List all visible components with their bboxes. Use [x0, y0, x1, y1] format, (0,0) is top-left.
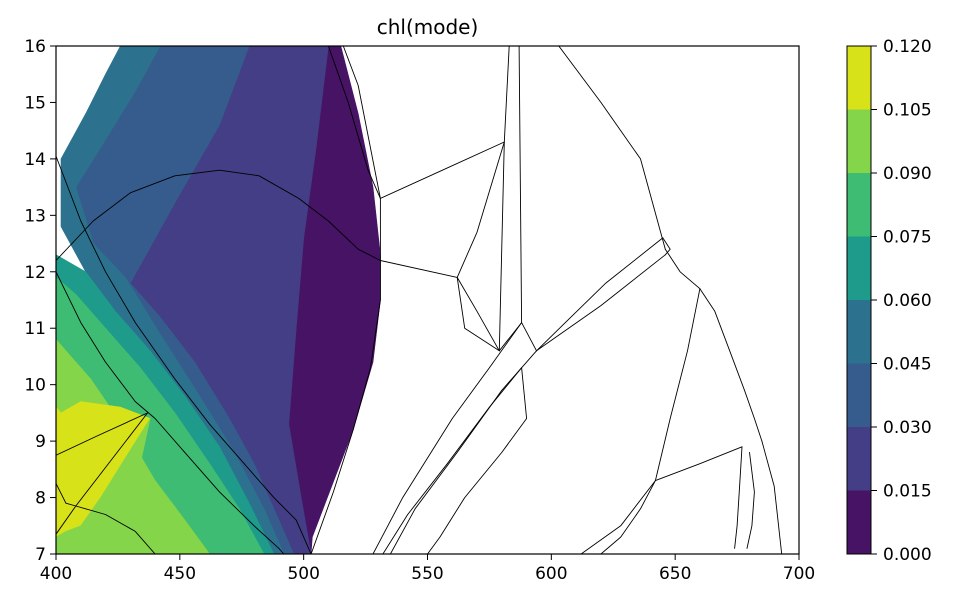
- colorbar-axis: 0.000 0.015 0.030 0.045 0.060 0.075 0.090 0.105…: [871, 37, 932, 565]
- boundary-line-18: [536, 237, 664, 352]
- colorbar-band-5: [847, 173, 871, 237]
- boundary-line-27: [580, 480, 656, 554]
- chart-title: chl(mode): [377, 15, 479, 39]
- x-tick-label-550: 550: [411, 564, 443, 584]
- boundary-line-30: [372, 322, 523, 554]
- y-tick-label-12: 12: [24, 263, 46, 283]
- phase-boundary-lines: [56, 46, 783, 554]
- y-tick-label-11: 11: [24, 319, 46, 339]
- x-tick-label-500: 500: [287, 564, 319, 584]
- boundary-line-24: [761, 440, 783, 554]
- colorbar-band-3: [847, 300, 871, 364]
- boundary-line-13: [456, 276, 500, 352]
- x-tick-label-450: 450: [164, 564, 196, 584]
- colorbar-tick-label-3: 0.045: [883, 355, 932, 375]
- boundary-line-7: [342, 46, 381, 199]
- colorbar-tick-label-8: 0.120: [883, 37, 932, 57]
- boundary-line-11: [456, 141, 505, 278]
- y-tick-label-14: 14: [24, 150, 46, 170]
- y-tick-label-13: 13: [24, 206, 46, 226]
- boundary-line-6: [327, 46, 381, 199]
- boundary-line-17: [521, 322, 537, 352]
- colorbar-tick-label-4: 0.060: [883, 291, 932, 311]
- y-tick-label-15: 15: [24, 93, 46, 113]
- colorbar-tick-label-1: 0.015: [883, 482, 932, 502]
- colorbar-band-1: [847, 427, 871, 491]
- x-axis: 400 450 500 550 600 650 700: [40, 554, 815, 584]
- x-tick-label-600: 600: [535, 564, 567, 584]
- y-axis: 7 8 9 10 11 12 13 14 15 16: [24, 37, 56, 565]
- colorbar-tick-label-2: 0.030: [883, 418, 932, 438]
- y-tick-label-8: 8: [35, 489, 46, 509]
- boundary-line-28: [734, 446, 743, 549]
- boundary-line-34: [600, 480, 656, 554]
- colorbar-band-6: [847, 109, 871, 173]
- boundary-line-25: [654, 288, 701, 482]
- colorbar-frame: [846, 45, 872, 555]
- boundary-line-33: [427, 367, 528, 554]
- colorbar-band-7: [847, 46, 871, 110]
- colorbar-tick-label-6: 0.090: [883, 164, 932, 184]
- boundary-line-1: [56, 169, 381, 261]
- colorbar-band-0: [847, 490, 871, 554]
- boundary-line-20: [662, 237, 671, 256]
- boundary-line-23: [699, 288, 763, 442]
- colorbar-tick-label-0: 0.000: [883, 545, 932, 565]
- x-tick-label-650: 650: [659, 564, 691, 584]
- boundary-line-32: [382, 367, 523, 554]
- colorbar-band-2: [847, 363, 871, 427]
- boundary-line-12: [456, 276, 500, 352]
- filled-contour-regions: [56, 46, 381, 554]
- colorbar: [847, 46, 871, 554]
- colorbar-tick-label-7: 0.105: [883, 101, 932, 121]
- boundary-line-19: [536, 254, 666, 352]
- boundary-line-8: [310, 197, 381, 554]
- boundary-line-15: [518, 46, 523, 324]
- y-tick-label-7: 7: [35, 545, 46, 565]
- boundary-line-21: [558, 46, 666, 250]
- y-tick-label-10: 10: [24, 376, 46, 396]
- boundary-line-3: [56, 412, 149, 456]
- colorbar-band-4: [847, 236, 871, 300]
- boundary-line-14: [498, 46, 510, 352]
- contour-region-8: [56, 418, 151, 554]
- boundary-line-2: [56, 271, 285, 554]
- boundary-line-0: [56, 155, 312, 554]
- x-tick-label-700: 700: [783, 564, 815, 584]
- boundary-line-22: [664, 248, 701, 290]
- boundary-line-9: [379, 141, 505, 199]
- y-tick-label-9: 9: [35, 432, 46, 452]
- y-tick-label-16: 16: [24, 37, 46, 57]
- boundary-line-10: [379, 260, 458, 278]
- boundary-line-5: [56, 482, 156, 554]
- colorbar-tick-label-5: 0.075: [883, 228, 932, 248]
- boundary-line-26: [654, 446, 743, 482]
- x-tick-label-400: 400: [40, 564, 72, 584]
- boundary-line-29: [746, 451, 755, 549]
